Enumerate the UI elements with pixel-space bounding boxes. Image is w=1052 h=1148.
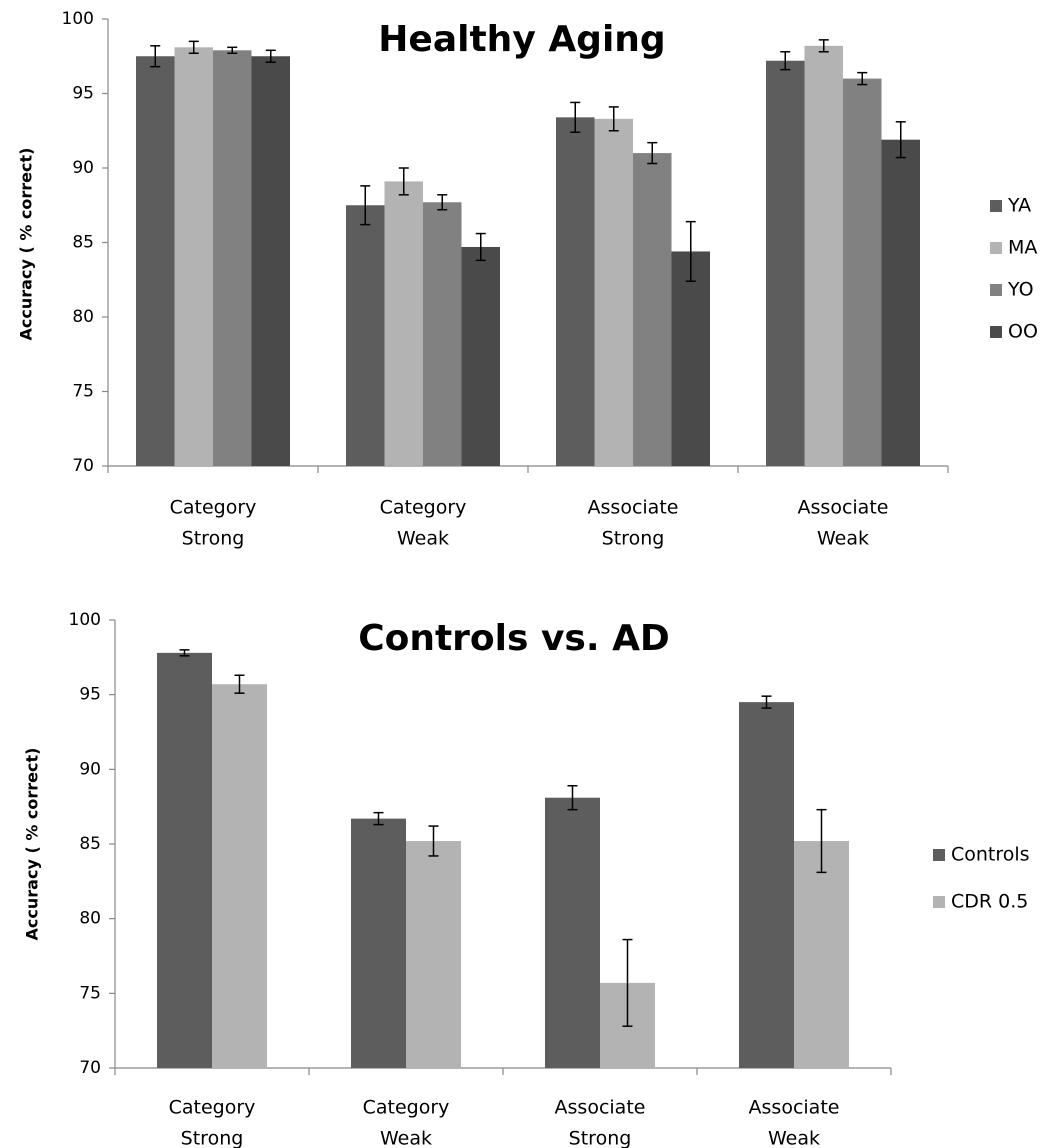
bar-yo — [423, 202, 462, 466]
legend-label: CDR 0.5 — [951, 891, 1028, 913]
legend-swatch — [933, 896, 945, 908]
y-tick-label: 85 — [72, 233, 94, 253]
bar-controls — [545, 797, 600, 1068]
chart-1: Healthy Aging Accuracy ( % correct) 70 75 80… — [17, 9, 1038, 550]
y-tick-label: 95 — [79, 685, 101, 705]
bar-ma — [384, 181, 423, 466]
y-axis-label: Accuracy ( % correct) — [23, 748, 42, 941]
x-tick-label: Category — [170, 497, 257, 519]
bar-ya — [556, 117, 595, 466]
x-tick-label: Strong — [602, 528, 665, 550]
chart-title: Controls vs. AD — [358, 618, 670, 659]
legend-swatch — [990, 200, 1002, 212]
chart-2: Controls vs. AD Accuracy ( % correct) 70 75… — [23, 610, 1030, 1148]
bar-yo — [633, 153, 672, 466]
y-tick-label: 85 — [79, 834, 101, 854]
legend-label: OO — [1008, 321, 1038, 343]
bar-cdr-0-5 — [794, 841, 849, 1068]
x-tick-label: Associate — [798, 497, 889, 519]
bar-ma — [174, 47, 213, 467]
x-tick-label: Weak — [380, 1128, 432, 1148]
bar-oo — [251, 56, 290, 466]
x-tick-label: Strong — [181, 1128, 244, 1148]
x-tick-label: Strong — [569, 1128, 632, 1148]
bar-cdr-0-5 — [212, 684, 267, 1068]
legend-swatch — [933, 849, 945, 861]
bar-ya — [766, 60, 805, 466]
bar-controls — [157, 652, 212, 1068]
legend: YA MA YO OO — [990, 195, 1038, 343]
x-tick-label: Weak — [397, 528, 449, 550]
y-tick-label: 90 — [72, 158, 94, 178]
legend-swatch — [990, 284, 1002, 296]
y-tick-label: 75 — [72, 382, 94, 402]
legend-label: Controls — [951, 844, 1030, 866]
bar-oo — [461, 246, 500, 466]
bar-yo — [843, 78, 882, 466]
bar-ya — [136, 56, 175, 466]
y-tick-label: 75 — [79, 983, 101, 1003]
y-axis-label: Accuracy ( % correct) — [17, 148, 36, 341]
bar-oo — [881, 139, 920, 466]
bar-controls — [351, 818, 406, 1068]
x-tick-label: Associate — [555, 1097, 646, 1119]
bar-oo — [671, 251, 710, 466]
x-tick-label: Category — [363, 1097, 450, 1119]
y-tick-label: 80 — [79, 909, 101, 929]
x-tick-label: Weak — [817, 528, 869, 550]
legend-swatch — [990, 242, 1002, 254]
y-tick-label: 100 — [69, 610, 101, 630]
y-tick-label: 70 — [72, 456, 94, 476]
y-tick-label: 95 — [72, 84, 94, 104]
legend-label: MA — [1008, 237, 1037, 259]
legend-label: YO — [1007, 279, 1034, 301]
y-tick-label: 90 — [79, 759, 101, 779]
bar-controls — [739, 702, 794, 1068]
bar-yo — [213, 50, 252, 466]
bar-ma — [804, 45, 843, 466]
y-tick-label: 80 — [72, 307, 94, 327]
x-tick-label: Category — [169, 1097, 256, 1119]
bar-cdr-0-5 — [406, 841, 461, 1068]
y-tick-label: 70 — [79, 1058, 101, 1078]
legend-swatch — [990, 326, 1002, 338]
y-tick-label: 100 — [62, 9, 94, 29]
legend: Controls CDR 0.5 — [933, 844, 1030, 913]
legend-label: YA — [1007, 195, 1031, 217]
x-tick-label: Strong — [182, 528, 245, 550]
x-tick-label: Category — [380, 497, 467, 519]
x-tick-label: Associate — [749, 1097, 840, 1119]
bar-ya — [346, 205, 385, 466]
x-tick-label: Associate — [588, 497, 679, 519]
x-tick-label: Weak — [768, 1128, 820, 1148]
chart-title: Healthy Aging — [378, 19, 665, 60]
bar-ma — [594, 118, 633, 466]
